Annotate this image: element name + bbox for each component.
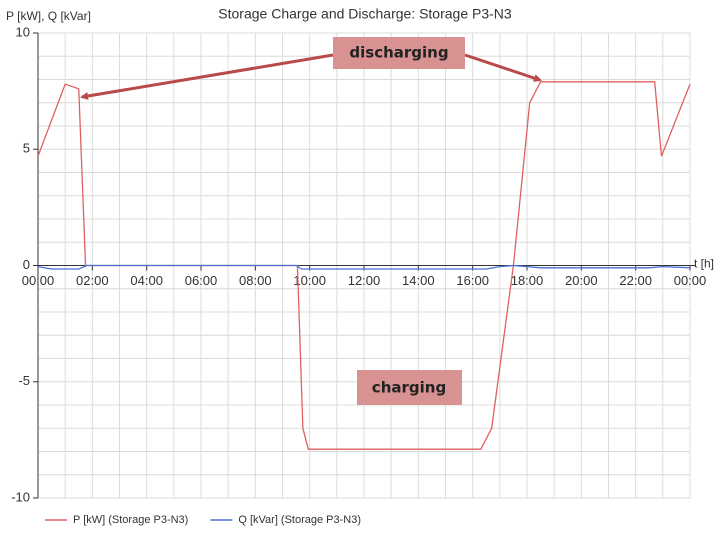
- annotation-box: [333, 37, 465, 69]
- y-tick-label: 10: [16, 24, 30, 39]
- x-axis-label: t [h]: [694, 257, 714, 271]
- arrow: [464, 53, 542, 82]
- y-tick-label: 0: [23, 257, 30, 272]
- annotation-box: [357, 370, 462, 405]
- y-tick-label: -10: [11, 489, 30, 504]
- x-tick-label: 04:00: [130, 273, 163, 288]
- chart-title: Storage Charge and Discharge: Storage P3…: [218, 6, 512, 22]
- y-tick-label: 5: [23, 141, 30, 156]
- x-tick-label: 12:00: [348, 273, 381, 288]
- legend-label: Q [kVar] (Storage P3-N3): [238, 514, 361, 526]
- x-tick-label: 16:00: [456, 273, 489, 288]
- x-tick-label: 08:00: [239, 273, 272, 288]
- legend-label: P [kW] (Storage P3-N3): [73, 514, 188, 526]
- x-tick-label: 14:00: [402, 273, 435, 288]
- annotation: charging: [372, 379, 446, 397]
- data-line: [37, 264, 691, 270]
- arrow: [80, 53, 334, 100]
- data-line: [37, 81, 691, 450]
- x-tick-label: 18:00: [511, 273, 544, 288]
- x-tick-label: 06:00: [185, 273, 218, 288]
- plot-area: 00:00 02:00 04:00 06:00 08:00 10:00 12:00 14:00…: [11, 24, 706, 504]
- annotation: discharging: [349, 44, 448, 62]
- x-tick-label: 20:00: [565, 273, 598, 288]
- y-tick-label: -5: [18, 373, 30, 388]
- y-axis-label: P [kW], Q [kVar]: [6, 9, 91, 23]
- x-tick-label: 10:00: [293, 273, 326, 288]
- x-tick-label: 22:00: [619, 273, 652, 288]
- x-tick-label: 02:00: [76, 273, 109, 288]
- x-tick-label: 00:00: [674, 273, 707, 288]
